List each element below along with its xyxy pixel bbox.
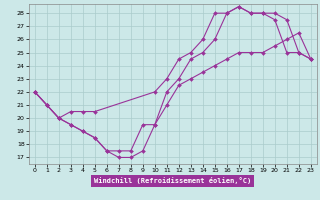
X-axis label: Windchill (Refroidissement éolien,°C): Windchill (Refroidissement éolien,°C) [94,177,252,184]
